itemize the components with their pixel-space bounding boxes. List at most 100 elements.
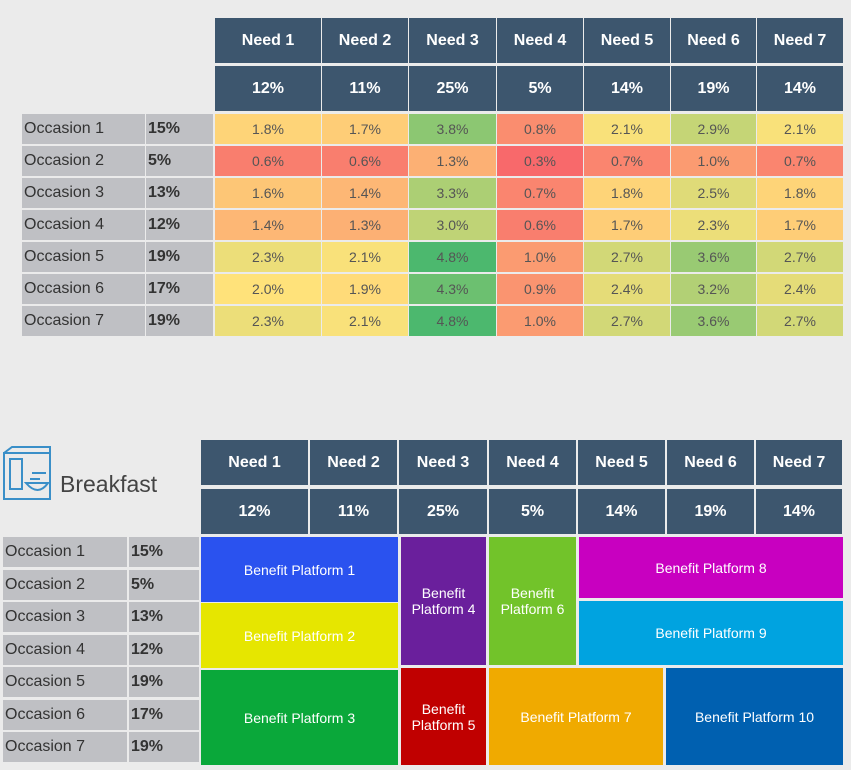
column-share: 25% [399, 489, 487, 534]
row-share: 19% [146, 242, 213, 272]
heat-cell: 0.3% [497, 146, 583, 176]
heat-cell: 2.5% [671, 178, 756, 208]
row-label: Occasion 6 [3, 699, 127, 730]
row-share: 19% [146, 306, 213, 336]
row-share: 13% [146, 178, 213, 208]
heat-cell: 1.3% [322, 210, 408, 240]
row-label: Occasion 7 [3, 732, 127, 762]
heat-cell: 4.8% [409, 306, 496, 336]
benefit-platform: Benefit Platform 7 [489, 668, 663, 765]
column-share: 5% [489, 489, 576, 534]
row-label: Occasion 1 [3, 537, 127, 567]
heat-cell: 4.8% [409, 242, 496, 272]
row-share: 5% [146, 146, 213, 176]
heat-cell: 3.8% [409, 114, 496, 144]
heat-cell: 1.8% [584, 178, 670, 208]
heat-cell: 2.0% [215, 274, 321, 304]
row-label: Occasion 2 [22, 146, 145, 176]
column-header: Need 5 [584, 18, 670, 63]
heat-cell: 2.9% [671, 114, 756, 144]
column-header: Need 3 [399, 440, 487, 485]
column-header: Need 3 [409, 18, 496, 63]
heat-cell: 3.6% [671, 242, 756, 272]
row-share: 15% [146, 114, 213, 144]
heat-cell: 1.7% [584, 210, 670, 240]
heat-cell: 2.1% [322, 306, 408, 336]
benefit-platform: Benefit Platform 9 [579, 601, 843, 665]
row-share: 19% [129, 732, 199, 762]
heat-cell: 0.6% [322, 146, 408, 176]
heat-cell: 2.1% [322, 242, 408, 272]
heat-cell: 0.8% [497, 114, 583, 144]
heat-cell: 1.6% [215, 178, 321, 208]
heat-cell: 1.4% [215, 210, 321, 240]
column-share: 11% [322, 66, 408, 111]
row-label: Occasion 6 [22, 274, 145, 304]
heat-cell: 2.7% [584, 306, 670, 336]
row-label: Occasion 1 [22, 114, 145, 144]
row-share: 12% [129, 634, 199, 665]
benefit-platform: Benefit Platform 10 [666, 668, 843, 765]
row-share: 19% [129, 667, 199, 697]
heat-cell: 3.0% [409, 210, 496, 240]
heat-cell: 0.6% [497, 210, 583, 240]
column-share: 19% [667, 489, 754, 534]
column-header: Need 6 [667, 440, 754, 485]
row-share: 5% [129, 569, 199, 600]
heat-cell: 1.0% [671, 146, 756, 176]
column-share: 14% [757, 66, 843, 111]
heat-cell: 1.0% [497, 306, 583, 336]
heat-cell: 2.7% [584, 242, 670, 272]
benefit-platform: Benefit Platform 8 [579, 537, 843, 598]
row-label: Occasion 4 [3, 634, 127, 665]
heat-cell: 2.1% [584, 114, 670, 144]
heat-cell: 0.7% [497, 178, 583, 208]
column-share: 14% [756, 489, 842, 534]
column-share: 12% [201, 489, 308, 534]
row-share: 15% [129, 537, 199, 567]
benefit-platform: Benefit Platform 5 [401, 668, 486, 765]
benefit-platform: Benefit Platform 3 [201, 670, 398, 765]
row-label: Occasion 3 [22, 178, 145, 208]
row-share: 17% [129, 699, 199, 730]
row-label: Occasion 3 [3, 602, 127, 632]
column-share: 14% [578, 489, 665, 534]
column-share: 14% [584, 66, 670, 111]
benefit-platform: Benefit Platform 1 [201, 537, 398, 602]
heat-cell: 1.4% [322, 178, 408, 208]
column-header: Need 1 [201, 440, 308, 485]
heat-cell: 2.7% [757, 242, 843, 272]
column-header: Need 4 [497, 18, 583, 63]
column-header: Need 6 [671, 18, 756, 63]
column-header: Need 7 [756, 440, 842, 485]
column-header: Need 1 [215, 18, 321, 63]
column-share: 25% [409, 66, 496, 111]
row-label: Occasion 7 [22, 306, 145, 336]
heat-cell: 3.6% [671, 306, 756, 336]
row-label: Occasion 5 [22, 242, 145, 272]
heat-cell: 1.0% [497, 242, 583, 272]
section-title: Breakfast [60, 470, 158, 497]
heat-cell: 3.3% [409, 178, 496, 208]
heat-cell: 1.8% [215, 114, 321, 144]
benefit-platform: Benefit Platform 6 [489, 537, 576, 665]
column-share: 19% [671, 66, 756, 111]
column-header: Need 5 [578, 440, 665, 485]
breakfast-icon [3, 446, 51, 500]
column-share: 12% [215, 66, 321, 111]
heat-cell: 0.9% [497, 274, 583, 304]
column-header: Need 2 [310, 440, 397, 485]
heat-cell: 1.8% [757, 178, 843, 208]
heat-cell: 2.4% [757, 274, 843, 304]
heat-cell: 1.7% [322, 114, 408, 144]
heat-cell: 2.1% [757, 114, 843, 144]
column-header: Need 7 [757, 18, 843, 63]
column-share: 5% [497, 66, 583, 111]
heat-cell: 1.7% [757, 210, 843, 240]
row-label: Occasion 4 [22, 210, 145, 240]
column-header: Need 4 [489, 440, 576, 485]
row-label: Occasion 5 [3, 667, 127, 697]
benefit-platform: Benefit Platform 2 [201, 603, 398, 668]
heat-cell: 0.7% [584, 146, 670, 176]
